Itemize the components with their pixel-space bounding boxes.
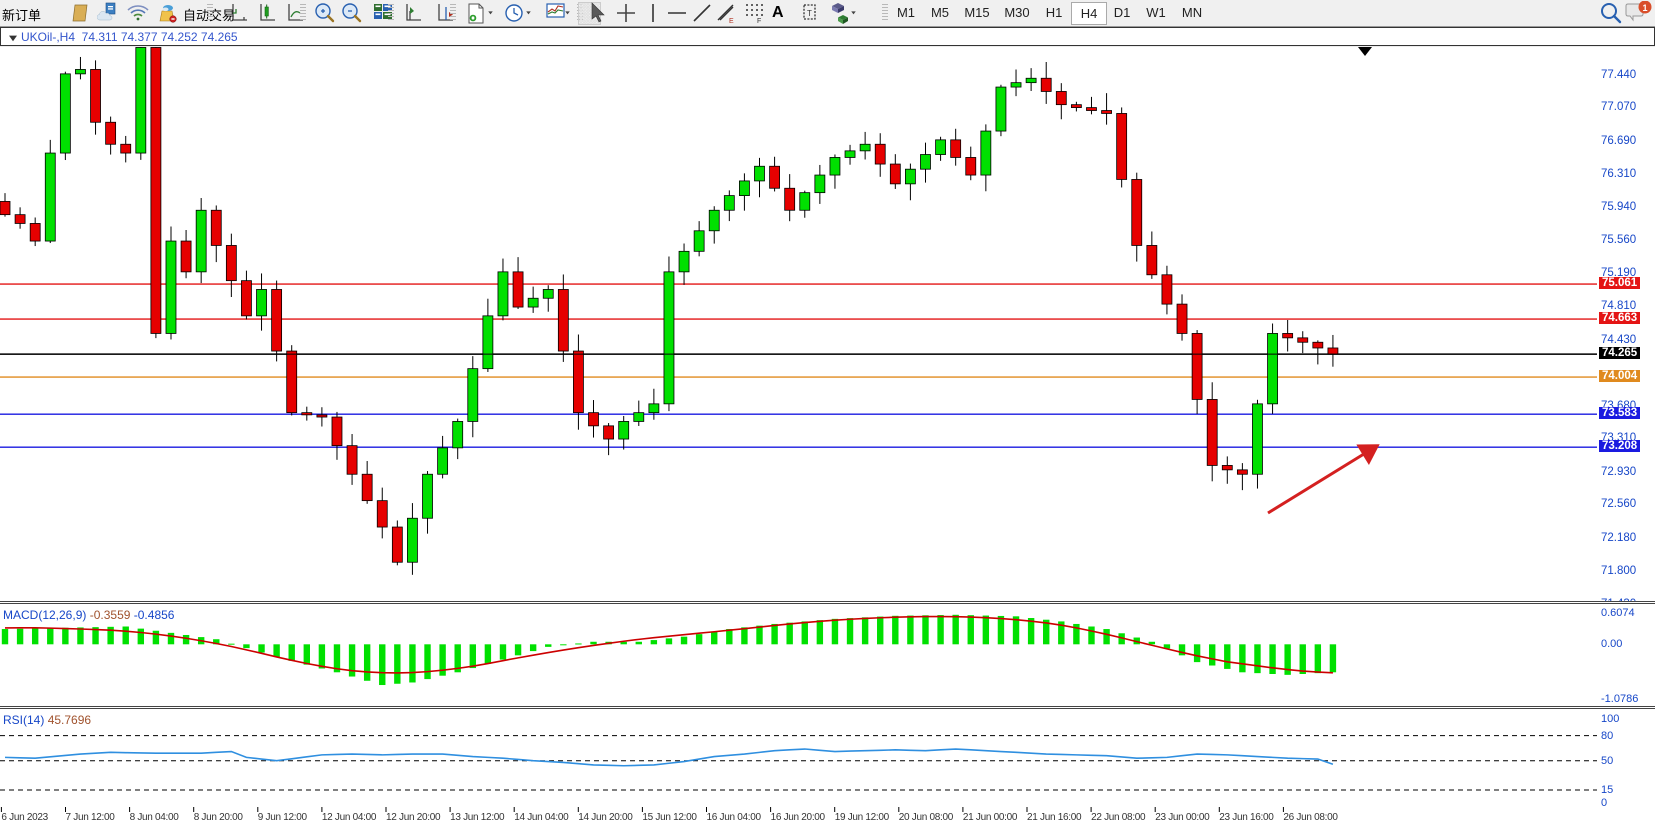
svg-text:T: T: [807, 9, 812, 18]
svg-text:F: F: [757, 18, 761, 25]
svg-text:1: 1: [1642, 3, 1647, 13]
svg-text:E: E: [729, 18, 734, 25]
